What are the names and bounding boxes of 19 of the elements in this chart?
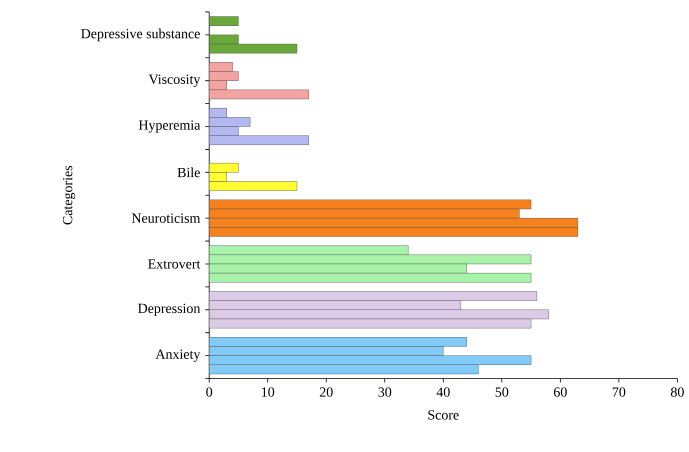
y-axis-title: Categories [62,166,76,224]
x-tick-label: 40 [436,387,450,397]
y-tick-label: Depressive substance [81,28,200,42]
y-tick-label: Depression [138,304,200,316]
x-tick-label: 60 [554,387,567,397]
x-tick-label: 10 [262,387,274,397]
x-tick-label: 70 [612,387,626,397]
x-tick-label: 50 [496,387,508,397]
y-tick-label: Extrovert [148,259,200,268]
y-tick-label: Anxiety [156,349,200,362]
y-tick-label: Viscosity [148,74,200,87]
y-tick-label: Hyperemia [138,120,200,133]
x-tick-label: 80 [670,387,684,397]
x-axis-title: Score [428,410,459,420]
x-tick-label: 20 [320,387,333,397]
y-tick-label: Bile [178,167,200,178]
x-tick-label: 30 [378,387,392,397]
x-tick-label: 0 [206,387,212,397]
y-tick-label: Neuroticism [132,213,200,223]
